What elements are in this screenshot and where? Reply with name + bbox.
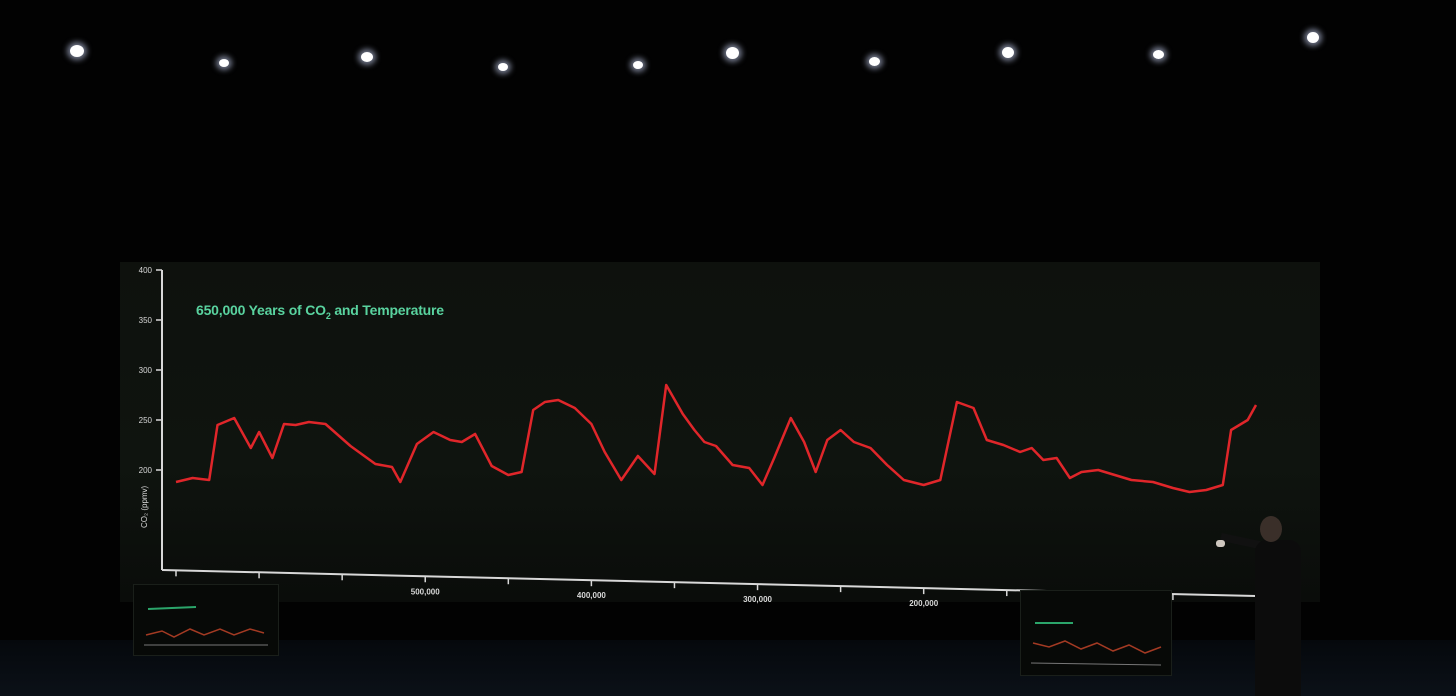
x-tick-label: 300,000 bbox=[743, 595, 772, 604]
stage-light bbox=[70, 45, 84, 57]
x-tick-label: 500,000 bbox=[411, 587, 440, 596]
y-tick-label: 400 bbox=[139, 266, 153, 275]
stage-light bbox=[1307, 32, 1319, 43]
stage-light bbox=[726, 47, 739, 59]
y-tick-label: 200 bbox=[139, 466, 153, 475]
y-tick-label: 350 bbox=[139, 316, 153, 325]
presenter-hand bbox=[1216, 540, 1225, 547]
stage-light bbox=[1002, 47, 1014, 58]
confidence-monitor bbox=[133, 584, 279, 656]
stage-light bbox=[498, 63, 508, 71]
stage-light bbox=[633, 61, 643, 69]
projection-screen bbox=[120, 262, 1320, 602]
presenter-head bbox=[1260, 516, 1282, 542]
presenter bbox=[1255, 540, 1301, 696]
stage-light bbox=[219, 59, 229, 67]
co2-series-line bbox=[175, 383, 1258, 494]
y-tick-label: 300 bbox=[139, 366, 153, 375]
y-tick-label: 250 bbox=[139, 416, 153, 425]
x-tick-label: 400,000 bbox=[577, 591, 606, 600]
stage-light bbox=[361, 52, 373, 62]
stage-light bbox=[1153, 50, 1164, 59]
monitor-screen-icon bbox=[144, 606, 268, 646]
y-axis-label: CO₂ (ppmv) bbox=[140, 485, 149, 528]
stage-light bbox=[869, 57, 880, 66]
chart-title: 650,000 Years of CO2 and Temperature bbox=[196, 302, 444, 321]
x-tick-label: 200,000 bbox=[909, 599, 938, 608]
confidence-monitor bbox=[1020, 590, 1172, 676]
monitor-screen-icon bbox=[1030, 622, 1162, 666]
